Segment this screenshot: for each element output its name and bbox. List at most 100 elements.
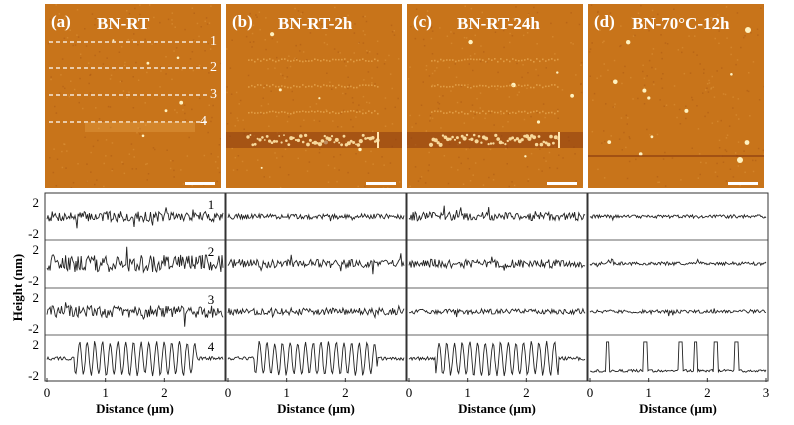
faint-track [479,84,481,87]
afm-speckle [415,8,418,10]
faint-track [320,85,322,88]
faint-track [452,112,454,114]
afm-speckle [230,112,232,114]
afm-speckle [411,126,413,128]
afm-speckle [196,22,199,25]
afm-speckle [146,179,148,181]
afm-speckle [620,25,622,27]
afm-speckle [123,64,126,67]
scratch-debris [468,138,471,141]
scratch-debris [258,138,262,142]
afm-speckle [276,115,278,118]
scratch-debris [327,137,332,142]
afm-speckle [450,42,453,45]
afm-speckle [241,160,244,163]
afm-speckle [286,67,288,69]
afm-speckle [85,45,88,47]
afm-speckle [366,101,368,104]
afm-speckle [575,180,577,182]
scratch-debris [320,139,325,143]
afm-speckle [146,162,148,165]
faint-track [293,85,295,87]
afm-speckle [367,71,370,73]
scratch-debris [453,138,457,141]
afm-speckle [288,23,290,26]
afm-speckle [347,76,349,78]
afm-speckle [389,162,392,164]
faint-track [458,84,460,86]
afm-speckle [341,22,344,25]
afm-speckle [545,67,547,69]
afm-speckle [342,18,344,20]
afm-speckle [712,86,715,88]
afm-speckle [101,120,104,123]
afm-speckle [738,118,740,120]
faint-track [374,84,376,87]
afm-speckle [289,65,292,68]
afm-speckle [279,166,281,169]
faint-track [317,59,319,61]
afm-speckle [653,83,655,86]
afm-speckle [694,35,696,37]
afm-speckle [681,51,683,54]
afm-speckle [721,67,723,69]
faint-track [536,84,538,86]
afm-speckle [175,47,178,49]
faint-track [374,58,376,61]
afm-speckle [711,122,714,124]
afm-speckle [603,40,605,42]
afm-speckle [660,51,663,54]
faint-track [473,110,475,113]
faint-track [353,60,355,63]
afm-speckle [652,16,654,19]
faint-track [443,112,445,114]
afm-speckle [469,180,472,182]
afm-speckle [597,11,599,14]
afm-speckle [601,142,603,144]
faint-track [365,84,367,86]
faint-track [539,60,541,63]
afm-speckle [752,159,754,162]
afm-speckle [66,37,69,39]
afm-speckle [556,167,559,170]
faint-track [455,84,457,86]
afm-speckle [730,46,732,49]
afm-speckle [260,105,263,107]
afm-speckle [484,117,486,120]
faint-track [323,58,325,61]
scratch-debris [308,138,312,142]
afm-speckle [417,180,420,182]
row-number: 2 [208,244,215,259]
afm-speckle [191,184,193,187]
afm-speckle [356,109,358,112]
afm-speckle [77,36,80,38]
afm-speckle [455,76,458,78]
afm-speckle [77,163,79,165]
afm-speckle [86,180,88,183]
xtick-label: 2 [161,385,168,400]
afm-speckle [671,157,674,159]
afm-speckle [181,69,183,71]
afm-particle [570,93,574,98]
afm-speckle [427,169,430,172]
scratch-region [85,122,195,132]
afm-speckle [610,135,612,137]
afm-particle [524,155,527,158]
afm-speckle [536,43,538,45]
afm-speckle [748,72,750,74]
afm-speckle [105,139,108,141]
afm-speckle [67,94,70,96]
afm-speckle [345,65,347,67]
profile-frame [225,192,407,382]
afm-speckle [711,75,713,78]
afm-speckle [438,103,441,105]
faint-track [362,112,364,115]
afm-speckle [347,171,349,174]
afm-speckle [417,17,420,19]
afm-speckle [384,107,387,110]
faint-track [458,59,460,62]
afm-speckle [173,169,175,172]
afm-speckle [479,60,482,63]
afm-speckle [431,53,434,55]
afm-speckle [87,62,90,64]
